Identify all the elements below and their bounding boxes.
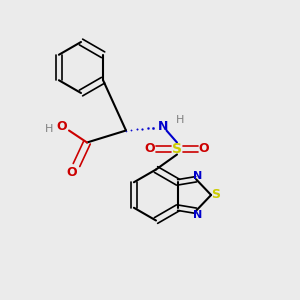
Text: S: S <box>172 142 182 155</box>
Text: H: H <box>176 115 184 125</box>
Text: O: O <box>145 142 155 155</box>
Text: S: S <box>211 188 220 202</box>
Text: O: O <box>56 119 67 133</box>
Text: O: O <box>67 166 77 179</box>
Text: N: N <box>193 171 202 181</box>
Text: N: N <box>158 119 169 133</box>
Text: H: H <box>45 124 54 134</box>
Text: O: O <box>199 142 209 155</box>
Text: N: N <box>193 210 202 220</box>
